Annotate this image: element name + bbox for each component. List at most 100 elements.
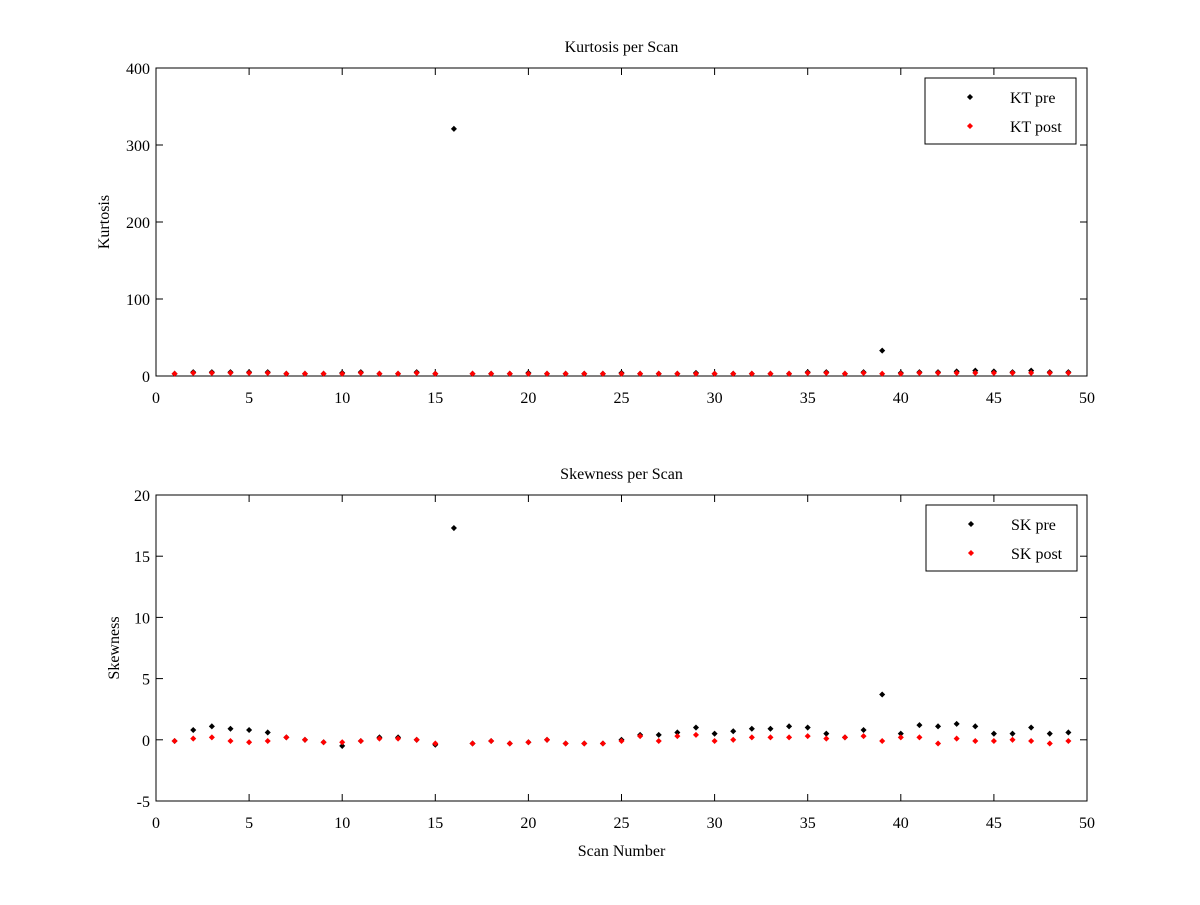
- y-tick-label: 200: [126, 215, 150, 232]
- data-point: [767, 734, 774, 741]
- data-point: [283, 370, 290, 377]
- x-tick-label: 25: [614, 815, 630, 832]
- data-point: [1009, 369, 1016, 376]
- data-point: [916, 722, 923, 729]
- data-point: [897, 734, 904, 741]
- data-point: [320, 739, 327, 746]
- data-point: [935, 369, 942, 376]
- x-tick-label: 35: [800, 815, 816, 832]
- legend-marker: [967, 520, 975, 528]
- x-tick-label: 20: [520, 390, 536, 407]
- data-point: [488, 737, 495, 745]
- data-point: [264, 737, 271, 745]
- x-tick-label: 15: [427, 815, 443, 832]
- x-tick-label: 15: [427, 390, 443, 407]
- data-point: [730, 736, 737, 743]
- x-tick-label: 5: [245, 815, 253, 832]
- data-point: [1065, 729, 1072, 736]
- data-point: [599, 370, 606, 377]
- legend-label: SK pre: [1011, 517, 1056, 534]
- data-point: [469, 370, 476, 377]
- data-point: [208, 734, 215, 741]
- data-point: [990, 730, 997, 737]
- data-point: [655, 731, 662, 738]
- data-point: [543, 370, 551, 377]
- data-point: [953, 369, 960, 376]
- data-point: [674, 370, 681, 377]
- data-point: [935, 740, 942, 747]
- data-point: [1065, 737, 1072, 745]
- x-tick-label: 50: [1079, 815, 1095, 832]
- data-point: [357, 737, 364, 745]
- data-point: [972, 737, 979, 745]
- data-point: [972, 369, 979, 376]
- data-point: [395, 735, 402, 742]
- legend-label: SK post: [1011, 546, 1063, 563]
- y-tick-label: 15: [134, 549, 150, 566]
- legend: SK pre SK post: [925, 504, 1078, 572]
- data-point: [804, 733, 811, 740]
- x-tick-label: 50: [1079, 390, 1095, 407]
- legend-box: [924, 77, 1077, 145]
- data-point: [655, 370, 662, 377]
- data-point: [692, 731, 700, 738]
- data-point: [227, 725, 234, 732]
- y-axis-label: Skewness: [106, 616, 123, 679]
- data-point: [879, 370, 886, 377]
- data-point: [953, 735, 960, 742]
- x-axis-label: Scan Number: [578, 843, 666, 860]
- data-point: [879, 737, 886, 745]
- data-point: [413, 369, 420, 376]
- data-point: [692, 724, 700, 731]
- data-point: [1046, 369, 1053, 376]
- legend: KT pre KT post: [924, 77, 1077, 145]
- data-point: [432, 370, 439, 377]
- data-point: [748, 734, 755, 741]
- data-point: [879, 691, 886, 698]
- data-point: [339, 370, 346, 377]
- data-point: [525, 370, 532, 377]
- y-tick-label: 300: [126, 138, 150, 155]
- data-point: [823, 369, 830, 376]
- data-point: [748, 370, 755, 377]
- data-point: [897, 370, 904, 377]
- data-point: [972, 723, 979, 730]
- data-point: [246, 739, 253, 746]
- data-point: [804, 369, 811, 376]
- legend-marker: [967, 549, 975, 557]
- chart-title: Kurtosis per Scan: [565, 39, 679, 56]
- data-point: [208, 369, 215, 376]
- data-point: [246, 726, 253, 734]
- data-point: [1046, 740, 1053, 747]
- data-point: [246, 369, 253, 376]
- data-point: [860, 733, 867, 740]
- data-point: [823, 735, 830, 742]
- chart-title: Skewness per Scan: [560, 466, 683, 483]
- data-point: [711, 730, 718, 737]
- legend-marker: [966, 93, 974, 101]
- data-point: [786, 370, 793, 377]
- data-point: [711, 370, 718, 377]
- y-tick-label: 5: [142, 672, 150, 689]
- data-point: [841, 734, 848, 741]
- data-point: [1046, 730, 1053, 737]
- data-point: [786, 723, 793, 730]
- y-tick-label: -5: [137, 794, 150, 811]
- data-point: [413, 736, 420, 743]
- data-point: [301, 370, 308, 377]
- data-point: [506, 370, 513, 377]
- x-tick-label: 40: [893, 815, 909, 832]
- y-tick-label: 20: [134, 488, 150, 505]
- data-point: [525, 739, 532, 746]
- x-tick-label: 25: [614, 390, 630, 407]
- data-point: [711, 737, 718, 745]
- y-tick-label: 400: [126, 61, 150, 78]
- data-point: [190, 369, 197, 376]
- data-point: [357, 369, 364, 376]
- x-tick-label: 30: [707, 815, 723, 832]
- data-point: [450, 525, 457, 532]
- data-point: [618, 370, 625, 377]
